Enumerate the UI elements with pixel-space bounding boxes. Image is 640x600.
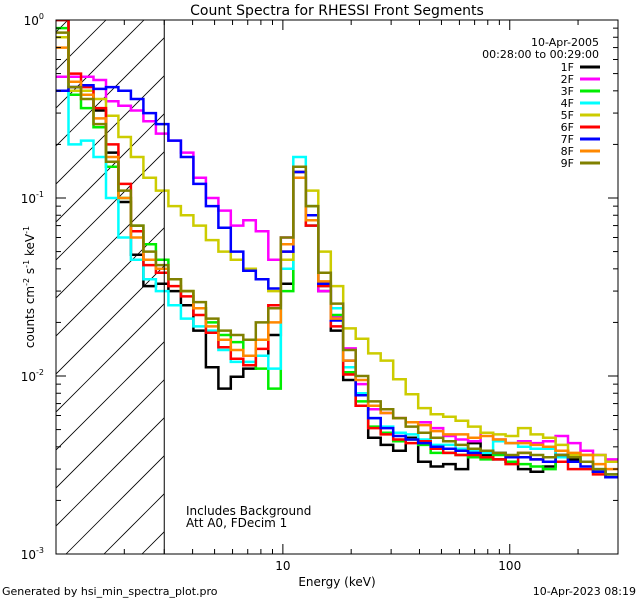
hatch-line (56, 20, 145, 109)
y-axis-label: counts cm-2 s-1 keV-1 (22, 226, 37, 348)
series-line-5f (56, 35, 618, 463)
hatch-line (56, 227, 165, 337)
legend-label-1f: 1F (561, 61, 574, 74)
legend-label-7f: 7F (561, 133, 574, 146)
legend-label-3f: 3F (561, 85, 574, 98)
hatch-line (56, 379, 165, 489)
hatch-line (56, 265, 165, 375)
annotation-attenuator: Att A0, FDecim 1 (186, 516, 287, 530)
date-label: 10-Apr-2005 (531, 36, 599, 49)
generated-by-label: Generated by hsi_min_spectra_plot.pro (2, 585, 218, 598)
y-tick-label: 100 (24, 12, 44, 28)
legend-label-2f: 2F (561, 73, 574, 86)
chart-title: Count Spectra for RHESSI Front Segments (190, 3, 484, 19)
x-tick-label: 10 (275, 559, 290, 573)
x-axis-label: Energy (keV) (298, 575, 375, 589)
series-line-6f (56, 20, 618, 479)
series-line-1f (56, 20, 618, 476)
time-range-label: 00:28:00 to 00:29:00 (482, 48, 599, 61)
legend-label-9f: 9F (561, 157, 574, 170)
timestamp-label: 10-Apr-2023 08:19 (533, 585, 636, 598)
axes-group: 10 100 10-3 10-2 10-1 100 (21, 12, 619, 573)
annotation-background: Includes Background (186, 504, 311, 518)
hatch-line (56, 341, 165, 451)
hatch-line (56, 113, 165, 223)
legend-label-5f: 5F (561, 109, 574, 122)
hatch-line (103, 493, 165, 554)
y-tick-label: 10-2 (21, 368, 44, 384)
series-line-9f (56, 31, 618, 476)
series-group (56, 20, 618, 479)
y-tick-label: 10-3 (21, 546, 44, 562)
hatch-line (56, 417, 165, 527)
legend-label-8f: 8F (561, 145, 574, 158)
legend-label-4f: 4F (561, 97, 574, 110)
x-tick-label: 100 (498, 559, 521, 573)
series-line-2f (56, 75, 618, 461)
y-tick-label: 10-1 (21, 190, 44, 206)
hatch-line (56, 189, 165, 299)
series-line-3f (56, 26, 618, 479)
legend-label-6f: 6F (561, 121, 574, 134)
plot-frame (55, 19, 619, 555)
series-line-7f (56, 83, 618, 479)
hatch-line (65, 455, 165, 554)
